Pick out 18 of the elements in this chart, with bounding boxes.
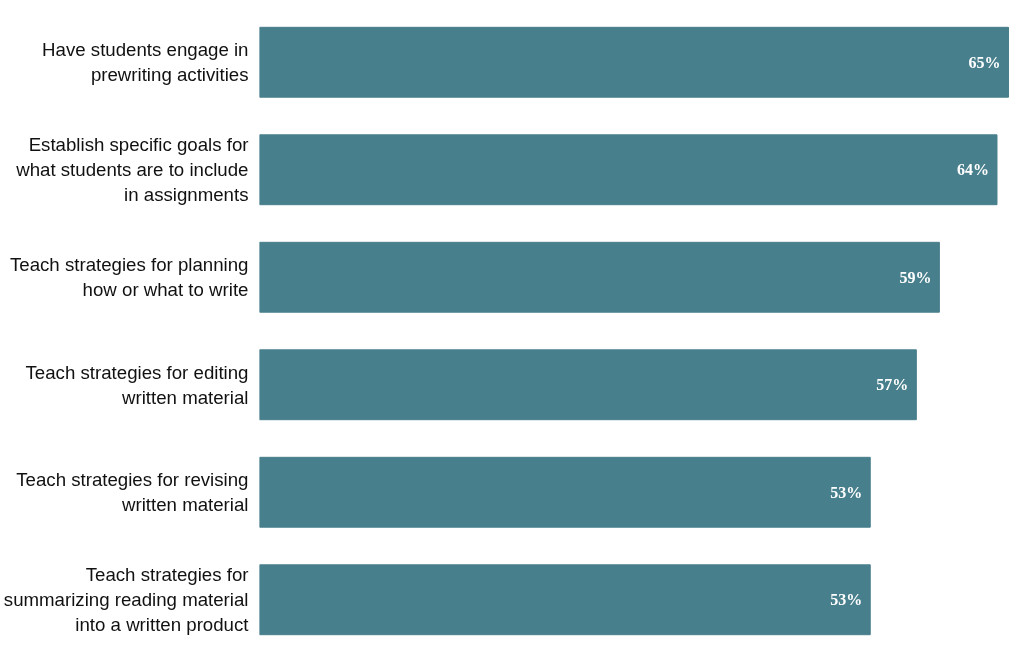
data-label: 65% (968, 53, 1001, 71)
y-tick-label: Have students engage in prewriting activities (42, 39, 249, 86)
bar (259, 26, 1010, 98)
data-label: 57% (876, 376, 909, 394)
y-tick-label: Establish specific goals for what students are to include in assignments (15, 134, 249, 206)
bar (259, 134, 998, 206)
bar (259, 456, 871, 528)
data-label: 59% (899, 268, 932, 286)
bar (259, 241, 940, 313)
data-label: 53% (830, 483, 863, 501)
y-tick-label: Teach strategies for summarizing reading material into a written product (3, 564, 250, 636)
y-tick-label: Teach strategies for revising written material (16, 469, 249, 516)
y-tick-label: Teach strategies for planning how or what to write (9, 254, 249, 301)
data-label: 64% (957, 161, 989, 179)
bar (259, 349, 917, 421)
y-tick-label: Teach strategies for editing written material (25, 361, 249, 408)
bar (259, 564, 871, 636)
data-label: 53% (830, 591, 863, 609)
